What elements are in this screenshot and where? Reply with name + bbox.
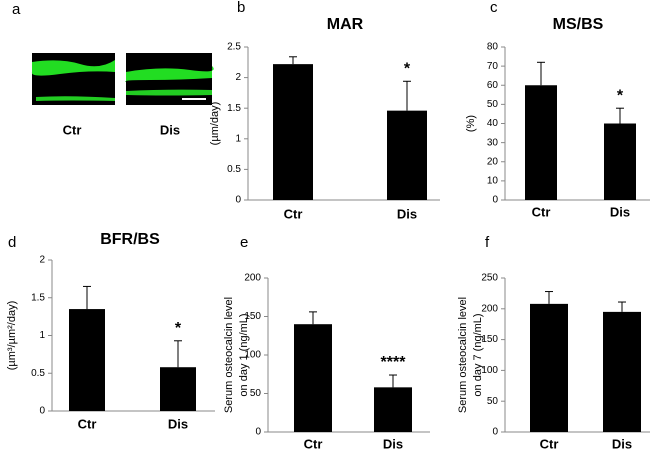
bar [525, 85, 557, 200]
y-tick-label: 200 [481, 303, 498, 314]
y-tick-label: 50 [487, 396, 499, 407]
category-label: Dis [397, 206, 417, 221]
y-tick-label: 60 [487, 80, 499, 91]
y-tick-label: 2 [39, 255, 45, 266]
significance: * [175, 320, 182, 337]
y-tick-label: 0 [39, 406, 45, 417]
y-tick-label: 0.5 [227, 164, 241, 175]
y-tick-label: 80 [487, 42, 499, 53]
bar [69, 309, 105, 411]
chart-title: BFR/BS [100, 231, 160, 248]
y-tick-label: 20 [487, 156, 499, 167]
y-tick-label: 0 [492, 195, 498, 206]
chart-title: MS/BS [553, 16, 604, 33]
label-band [126, 89, 212, 96]
y-tick-label: 250 [481, 273, 498, 284]
bar [603, 311, 641, 432]
significance: **** [381, 354, 407, 371]
bar [160, 367, 196, 411]
y-tick-label: 50 [250, 388, 262, 399]
panel-label: c [490, 0, 498, 16]
y-tick-label: 40 [487, 118, 499, 129]
label-band [31, 60, 115, 76]
category-label: Dis [612, 436, 632, 451]
category-label: Ctr [284, 206, 303, 221]
y-tick-label: 150 [244, 311, 261, 322]
panel-label: b [237, 0, 245, 16]
label-band [125, 66, 214, 82]
category-label: Ctr [532, 204, 551, 219]
category-label: Dis [160, 122, 180, 137]
bar [273, 64, 313, 200]
y-axis-label: on day 1 (ng/mL) [238, 313, 250, 396]
bar [374, 387, 412, 432]
y-tick-label: 200 [244, 273, 261, 284]
y-tick-label: 70 [487, 61, 499, 72]
panel-label: e [240, 234, 248, 251]
y-tick-label: 100 [481, 365, 498, 376]
significance: * [617, 87, 624, 104]
y-tick-label: 1.5 [31, 292, 45, 303]
y-tick-label: 1.5 [227, 103, 241, 114]
y-tick-label: 10 [487, 176, 499, 187]
chart-title: MAR [327, 16, 364, 33]
y-axis-label: Serum osteocalcin level [223, 297, 235, 413]
category-label: Dis [383, 436, 403, 451]
y-tick-label: 0.5 [31, 368, 45, 379]
y-tick-label: 0 [235, 195, 241, 206]
y-axis-label: (µm/day) [209, 102, 221, 146]
panel-label: f [485, 234, 490, 251]
category-label: Ctr [78, 416, 97, 431]
category-label: Dis [168, 416, 188, 431]
bar [530, 303, 568, 432]
significance: * [404, 60, 411, 77]
label-band [36, 96, 115, 101]
category-label: Ctr [63, 122, 82, 137]
y-axis-label: (%) [465, 115, 477, 132]
bar [294, 324, 332, 432]
y-tick-label: 1 [235, 133, 241, 144]
panel-label: a [12, 1, 21, 18]
y-axis-label: Serum osteocalcin level [457, 297, 469, 413]
panel-label: d [8, 234, 16, 251]
y-tick-label: 100 [244, 350, 261, 361]
y-tick-label: 1 [39, 330, 45, 341]
y-tick-label: 2.5 [227, 42, 241, 53]
bar [604, 123, 636, 200]
category-label: Ctr [540, 436, 559, 451]
micrographs [31, 53, 214, 105]
category-label: Dis [610, 204, 630, 219]
y-tick-label: 150 [481, 334, 498, 345]
y-tick-label: 2 [235, 72, 241, 83]
y-tick-label: 50 [487, 99, 499, 110]
y-tick-label: 0 [255, 427, 261, 438]
bar [387, 110, 427, 200]
y-axis-label: (µm³/µm²/day) [6, 301, 18, 371]
y-axis-label: on day 7 (ng/mL) [472, 313, 484, 396]
category-label: Ctr [304, 436, 323, 451]
y-tick-label: 30 [487, 137, 499, 148]
y-tick-label: 0 [492, 427, 498, 438]
